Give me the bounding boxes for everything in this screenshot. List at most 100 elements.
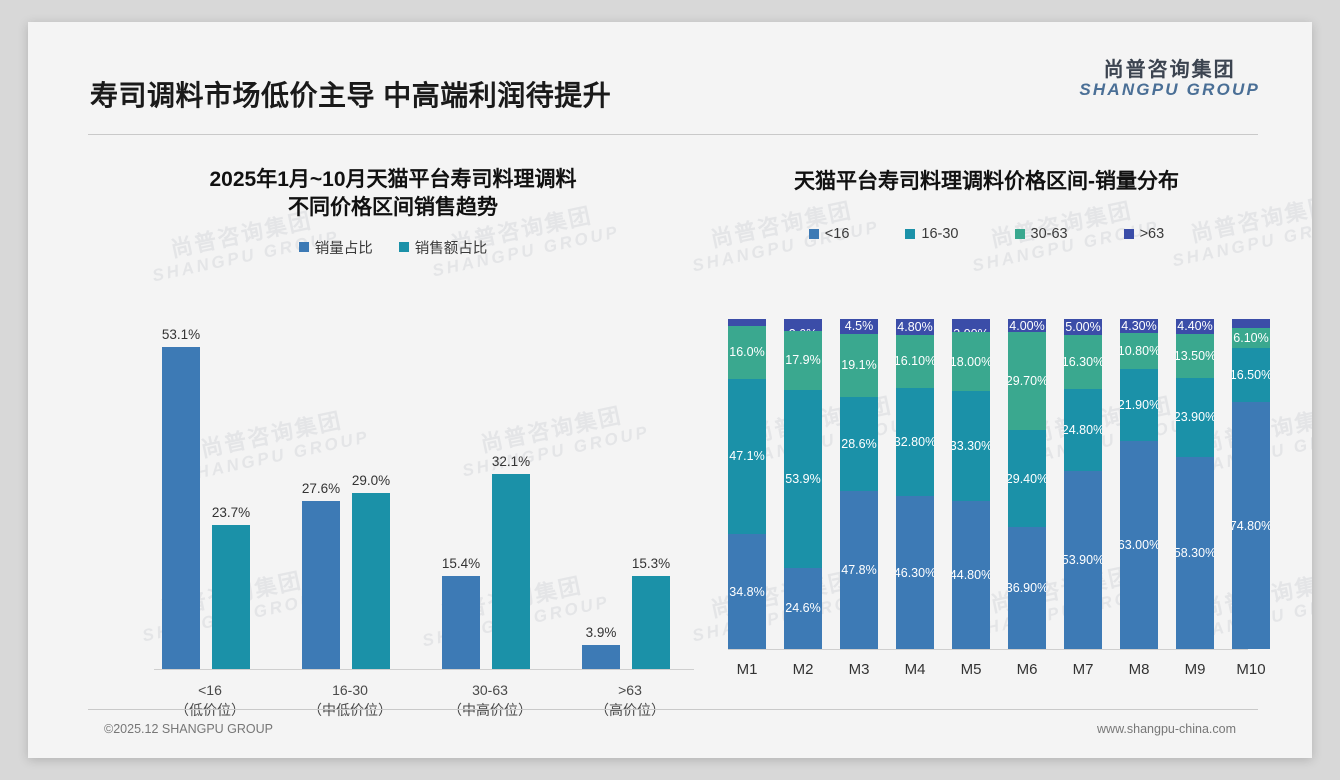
bar-revenue[interactable]: 29.0% (352, 473, 390, 669)
brand-logo: 尚普咨询集团 SHANGPU GROUP (1079, 60, 1260, 99)
stacked-bar-column[interactable]: 74.80% 16.50% 6.10% 2.70% M10 (1232, 319, 1270, 678)
segment-value-label: 3.90% (953, 327, 988, 332)
stacked-bar-segment[interactable]: 47.1% (728, 378, 766, 535)
stacked-bar-segment[interactable]: 74.80% (1232, 402, 1270, 649)
stacked-bar-segment[interactable]: 13.50% (1176, 333, 1214, 378)
header-divider (88, 134, 1258, 135)
stacked-bar-segment[interactable]: 29.70% (1008, 332, 1046, 431)
x-axis-month-label: M1 (736, 661, 758, 678)
stacked-bar-segment[interactable]: 36.90% (1008, 527, 1046, 649)
left-chart-title-line2: 不同价格区间销售趋势 (288, 196, 498, 220)
stacked-bar-segment[interactable]: 46.30% (896, 496, 934, 649)
stacked-bar-segment[interactable]: 4.00% (1008, 319, 1046, 333)
bar-volume[interactable]: 3.9% (582, 625, 620, 669)
stacked-bar-segment[interactable]: 18.00% (952, 331, 990, 392)
stacked-bar-column[interactable]: 36.90% 29.40% 29.70% 4.00% M6 (1008, 319, 1046, 678)
stacked-bar-segment[interactable]: 16.10% (896, 334, 934, 388)
bar-revenue[interactable]: 23.7% (212, 505, 250, 669)
stacked-bar-segment[interactable]: 16.50% (1232, 348, 1270, 403)
segment-value-label: 63.00% (1120, 538, 1158, 553)
stacked-bar-column[interactable]: 44.80% 33.30% 18.00% 3.90% M5 (952, 318, 990, 678)
segment-value-label: 74.80% (1232, 518, 1270, 533)
stacked-bar-segment[interactable]: 2.70% (1232, 319, 1270, 328)
stacked-bar-segment[interactable]: 28.6% (840, 396, 878, 492)
chart-panel-right: 天猫平台寿司料理调料价格区间-销量分布 <16 16-30 30-63 >63 34.… (714, 150, 1270, 710)
legend-item-left-0[interactable]: 销量占比 (298, 237, 373, 258)
bar-revenue[interactable]: 15.3% (632, 556, 670, 669)
x-axis-month-label: M5 (960, 661, 982, 678)
stacked-bar-segment[interactable]: 10.80% (1120, 333, 1158, 369)
segment-value-label: 16.50% (1232, 368, 1270, 383)
legend-item-right-2[interactable]: 30-63 (1014, 226, 1068, 242)
bar-volume[interactable]: 27.6% (302, 481, 340, 669)
segment-value-label: 16.10% (896, 354, 934, 369)
stacked-bar-column[interactable]: 53.90% 24.80% 16.30% 5.00% M7 (1064, 318, 1102, 678)
x-axis-month-label: M2 (792, 661, 814, 678)
stacked-bar-segment[interactable]: 16.30% (1064, 335, 1102, 390)
stacked-bar-segment[interactable]: 53.90% (1064, 471, 1102, 649)
stacked-bar-column[interactable]: 58.30% 23.90% 13.50% 4.40% M9 (1176, 319, 1214, 678)
stacked-bar-segment[interactable]: 33.30% (952, 391, 990, 502)
segment-value-label: 29.40% (1008, 471, 1046, 486)
bar-volume[interactable]: 15.4% (442, 556, 480, 669)
stacked-bar-segment[interactable]: 21.90% (1120, 368, 1158, 442)
segment-value-label: 32.80% (896, 435, 934, 450)
stacked-bar-column[interactable]: 63.00% 21.90% 10.80% 4.30% M8 (1120, 319, 1158, 678)
legend-item-right-3[interactable]: >63 (1123, 226, 1165, 243)
segment-value-label: 2.70% (1233, 327, 1268, 328)
stacked-bar-segment[interactable]: 3.6% (784, 319, 822, 331)
stacked-bar-segment[interactable]: 4.5% (840, 319, 878, 334)
stacked-bar-column[interactable]: 24.6% 53.9% 17.9% 3.6% M2 (784, 319, 822, 678)
stacked-bar-column[interactable]: 47.8% 28.6% 19.1% 4.5% M3 (840, 319, 878, 678)
slide-header: 寿司调料市场低价主导 中高端利润待提升 尚普咨询集团 SHANGPU GROUP (28, 22, 1312, 114)
segment-value-label: 19.1% (841, 358, 877, 373)
stacked-bar-segment[interactable]: 34.8% (728, 534, 766, 649)
x-axis-month-label: M8 (1128, 661, 1150, 678)
legend-item-right-0[interactable]: <16 (808, 226, 849, 242)
stacked-bar-segment[interactable]: 5.00% (1064, 318, 1102, 336)
stacked-bar-segment[interactable]: 4.40% (1176, 319, 1214, 334)
stacked-bar-segment[interactable]: 6.10% (1232, 327, 1270, 349)
stacked-bar-segment[interactable]: 63.00% (1120, 441, 1158, 649)
stacked-bar-segment[interactable]: 4.80% (896, 319, 934, 335)
stacked-bar-column[interactable]: 34.8% 47.1% 16.0% 2.1% M1 (728, 318, 766, 678)
segment-value-label: 4.30% (1121, 319, 1157, 334)
stacked-bar-segment[interactable]: 16.0% (728, 325, 766, 379)
stacked-bar-segment[interactable]: 23.90% (1176, 378, 1214, 457)
stacked-bar-segment[interactable]: 44.80% (952, 501, 990, 649)
stacked-bar-segment[interactable]: 17.9% (784, 330, 822, 390)
bar-value-label: 15.4% (441, 555, 481, 571)
segment-value-label: 24.6% (785, 601, 821, 616)
stacked-bar-segment[interactable]: 29.40% (1008, 430, 1046, 528)
stacked-bar-segment[interactable]: 24.80% (1064, 389, 1102, 472)
legend-swatch-icon (808, 229, 819, 240)
segment-value-label: 44.80% (952, 568, 990, 583)
stacked-bar-segment[interactable]: 2.1% (728, 318, 766, 326)
bar-revenue[interactable]: 32.1% (492, 454, 530, 669)
stacked-bar-segment[interactable]: 32.80% (896, 387, 934, 497)
legend-label: >63 (1139, 226, 1165, 243)
slide: 寿司调料市场低价主导 中高端利润待提升 尚普咨询集团 SHANGPU GROUP… (28, 22, 1312, 758)
segment-value-label: 17.9% (785, 353, 821, 368)
bar-group: 3.9% 15.3% >63 （高价位） (574, 329, 686, 718)
bar-volume[interactable]: 53.1% (162, 327, 200, 669)
segment-value-label: 47.8% (841, 563, 877, 578)
legend-swatch-icon (1014, 229, 1025, 240)
stacked-bar-segment[interactable]: 24.6% (784, 567, 822, 649)
left-chart-title: 2025年1月~10月天猫平台寿司料理调料 不同价格区间销售趋势 (88, 150, 698, 223)
left-chart-title-line1: 2025年1月~10月天猫平台寿司料理调料 (209, 168, 577, 191)
footer-website[interactable]: www.shangpu-china.com (1097, 722, 1236, 736)
segment-value-label: 53.9% (785, 471, 821, 486)
stacked-bar-segment[interactable]: 58.30% (1176, 456, 1214, 649)
stacked-bar-segment[interactable]: 19.1% (840, 333, 878, 397)
stacked-bar-segment[interactable]: 4.30% (1120, 319, 1158, 334)
segment-value-label: 53.90% (1064, 553, 1102, 568)
stacked-bar-segment[interactable]: 47.8% (840, 491, 878, 649)
legend-item-right-1[interactable]: 16-30 (905, 226, 959, 242)
segment-value-label: 6.10% (1233, 330, 1269, 345)
legend-item-left-1[interactable]: 销售额占比 (398, 237, 487, 258)
segment-value-label: 10.80% (1120, 344, 1158, 358)
stacked-bar-segment[interactable]: 3.90% (952, 318, 990, 332)
stacked-bar-column[interactable]: 46.30% 32.80% 16.10% 4.80% M4 (896, 319, 934, 678)
stacked-bar-segment[interactable]: 53.9% (784, 389, 822, 568)
